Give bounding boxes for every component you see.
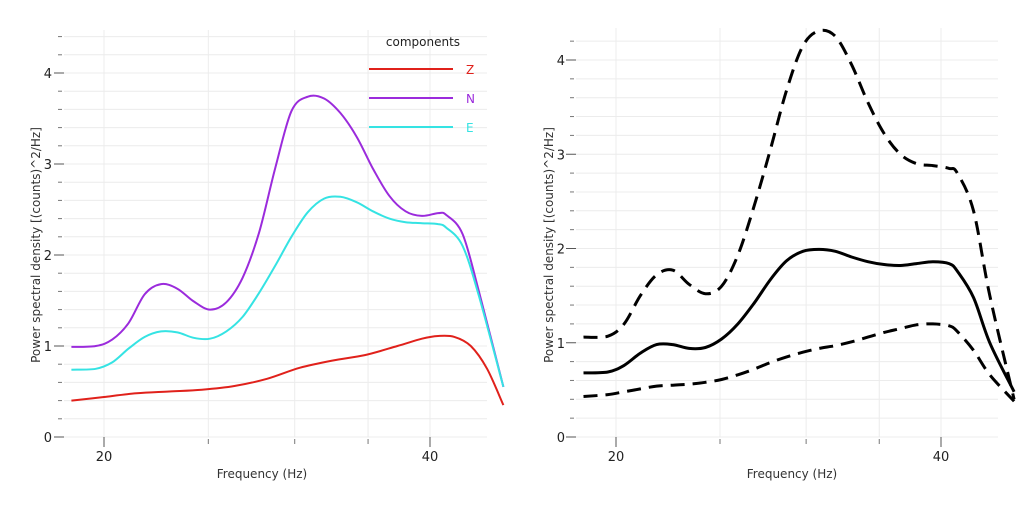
right-x-tick-label: 20 <box>608 450 625 465</box>
left-y-tick-label: 0 <box>44 431 52 446</box>
legend-title: components <box>386 35 460 49</box>
right-grid <box>576 28 998 438</box>
left-y-tick-label: 4 <box>44 67 52 82</box>
left-y-tick-label: 2 <box>44 249 52 264</box>
legend: components Z N E <box>369 35 475 135</box>
right-x-tick-label: 40 <box>933 450 950 465</box>
left-series <box>71 94 505 406</box>
left-chart-panel: 20 40 0 1 2 3 4 Frequency (Hz) Power spectral … <box>29 30 505 481</box>
right-y-tick-label: 2 <box>557 243 565 258</box>
left-x-tick-label: 20 <box>96 450 113 465</box>
left-y-axis-label: Power spectral density [(counts)^2/Hz] <box>29 127 43 363</box>
series-line-z <box>71 334 505 406</box>
left-y-tick-label: 1 <box>44 340 52 355</box>
left-x-axis-label: Frequency (Hz) <box>217 467 308 481</box>
series-line-e <box>71 195 505 388</box>
series-line-lower-bound <box>583 322 1016 403</box>
left-y-tick-label: 3 <box>44 158 52 173</box>
right-y-tick-label: 3 <box>557 148 565 163</box>
series-line-mean <box>583 247 1016 393</box>
series-line-upper-bound <box>583 28 1016 400</box>
right-y-tick-label: 4 <box>557 54 565 69</box>
left-grid <box>64 30 487 438</box>
right-y-tick-label: 1 <box>557 337 565 352</box>
left-x-tick-label: 40 <box>422 450 439 465</box>
series-line-n <box>71 94 505 388</box>
right-y-axis-label: Power spectral density [(counts)^2/Hz] <box>542 127 556 363</box>
right-y-tick-label: 0 <box>557 431 565 446</box>
legend-label-e: E <box>466 121 474 135</box>
right-ticks: 20 40 0 1 2 3 4 <box>557 40 950 465</box>
legend-label-z: Z <box>466 63 474 77</box>
legend-label-n: N <box>466 92 475 106</box>
left-ticks: 20 40 0 1 2 3 4 <box>44 36 439 465</box>
right-x-axis-label: Frequency (Hz) <box>747 467 838 481</box>
right-series <box>583 28 1016 403</box>
right-chart-panel: 20 40 0 1 2 3 4 Frequency (Hz) Power spectral … <box>542 28 1016 481</box>
